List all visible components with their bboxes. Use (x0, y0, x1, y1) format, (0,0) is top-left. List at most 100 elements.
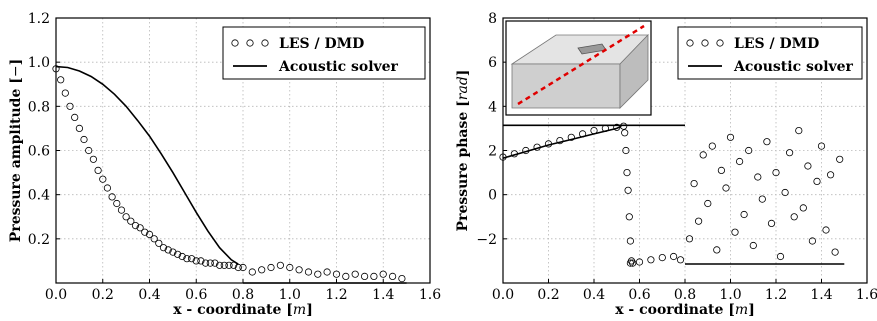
data-point (398, 274, 406, 283)
duct-front-face (511, 63, 621, 109)
legend-circle-marker (701, 39, 709, 47)
data-point (202, 259, 210, 267)
data-point (234, 263, 242, 272)
data-point (726, 133, 735, 141)
data-point (622, 146, 630, 155)
data-point (629, 259, 637, 267)
data-point (781, 188, 789, 197)
data-point (676, 256, 685, 264)
data-point (735, 157, 744, 166)
y-tick-label: 6 (488, 55, 497, 71)
x-tick-label: 1.4 (810, 287, 832, 303)
legend-label: LES / DMD (734, 36, 819, 52)
x-tick-label: 1.6 (856, 287, 877, 303)
data-point (304, 268, 313, 276)
data-point (799, 204, 807, 212)
y-axis-label: Pressure amplitude [−] (8, 59, 24, 242)
x-tick-label: 1.0 (719, 287, 741, 303)
data-point (621, 129, 629, 137)
x-tick-label: 1.2 (765, 287, 787, 303)
x-tick-label: 1.4 (372, 287, 394, 303)
data-point (267, 263, 275, 272)
data-point (192, 257, 200, 265)
y-axis-label: Pressure phase [rad] (455, 70, 471, 232)
data-point (836, 155, 844, 163)
legend-box (677, 26, 863, 80)
y-tick-label: 0.4 (28, 188, 50, 204)
data-point (713, 246, 721, 254)
data-point (211, 259, 219, 267)
x-tick-label: 1.2 (325, 287, 347, 303)
y-tick-label: 0 (488, 188, 497, 204)
data-point (248, 268, 256, 276)
data-point (127, 217, 135, 225)
y-tick-label: 1.2 (28, 11, 50, 27)
data-point (754, 173, 762, 181)
data-point (804, 162, 812, 170)
data-point (61, 89, 69, 97)
legend-circle-marker (686, 39, 694, 47)
data-point (785, 149, 794, 157)
data-point (831, 248, 839, 256)
legend: LES / DMD Acoustic solver (677, 26, 863, 80)
data-point (647, 256, 655, 264)
y-tick-label: 8 (488, 11, 497, 27)
data-point (122, 213, 130, 221)
y-tick-label: 2 (488, 144, 497, 160)
x-axis-label: x - coordinate [m] (615, 302, 755, 318)
data-point (658, 254, 666, 262)
data-point (722, 184, 730, 192)
y-tick-label: 1.0 (28, 55, 50, 71)
data-point (740, 210, 748, 219)
data-point (178, 252, 186, 261)
data-point (745, 146, 753, 155)
data-point (136, 224, 144, 232)
data-point (94, 166, 102, 174)
data-point (188, 255, 196, 263)
data-point (323, 268, 331, 276)
data-point (164, 246, 172, 254)
legend-label: Acoustic solver (733, 59, 854, 75)
legend-circle-marker (246, 39, 254, 47)
data-point (150, 235, 158, 243)
x-tick-label: 0.2 (537, 287, 559, 303)
data-point (790, 213, 798, 221)
amplitude-panel: 0.0 0.2 0.4 0.6 0.8 1.0 1.2 1.4 1.6 0.2 0.4 0.6 0.8 1… (8, 11, 441, 318)
centerline-red (517, 24, 645, 106)
data-point (80, 135, 88, 144)
data-point (89, 155, 98, 163)
data-point (113, 199, 121, 208)
data-point (749, 241, 757, 250)
data-point (197, 257, 205, 265)
data-point (690, 180, 698, 188)
data-point (817, 142, 826, 150)
data-point (699, 151, 707, 159)
y-tick-label: 0.6 (28, 144, 50, 160)
data-point (619, 122, 628, 130)
data-point (704, 199, 712, 208)
data-point (57, 76, 65, 84)
data-point (808, 237, 817, 245)
data-point (822, 226, 830, 234)
data-point (342, 272, 350, 280)
y-tick-label: −2 (476, 232, 497, 248)
data-point (169, 248, 177, 256)
plot-frame (502, 17, 868, 284)
data-point (220, 261, 228, 269)
x-tick-label: 0.4 (583, 287, 605, 303)
data-point (708, 142, 716, 150)
data-point (388, 272, 397, 280)
data-point (669, 252, 678, 261)
data-point (206, 259, 214, 267)
data-point (239, 263, 247, 272)
data-point (351, 270, 359, 278)
data-point (216, 261, 224, 269)
data-point (225, 261, 233, 269)
data-point (624, 186, 632, 194)
data-point (71, 113, 79, 122)
data-point (99, 175, 107, 183)
data-point (623, 169, 631, 177)
x-tick-label: 0.4 (138, 287, 160, 303)
data-point (626, 237, 635, 245)
